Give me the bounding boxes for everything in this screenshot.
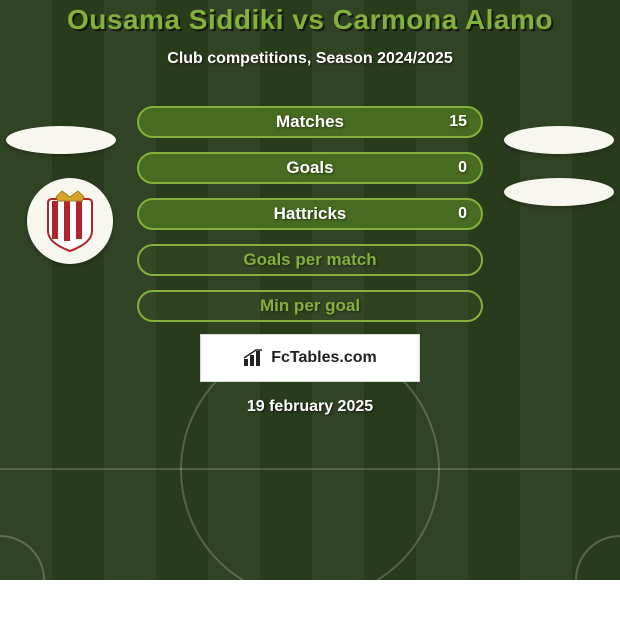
stat-label: Min per goal bbox=[260, 296, 360, 316]
stat-row: Goals 0 bbox=[137, 152, 483, 184]
stat-label: Hattricks bbox=[274, 204, 347, 224]
stat-label: Goals per match bbox=[243, 250, 376, 270]
stat-row: Hattricks 0 bbox=[137, 198, 483, 230]
stat-value-right: 0 bbox=[458, 205, 467, 223]
stats-block: Matches 15 Goals 0 Hattricks 0 Goals per match… bbox=[0, 106, 620, 322]
bar-chart-icon bbox=[243, 349, 265, 367]
stat-label: Goals bbox=[286, 158, 333, 178]
stat-value-right: 15 bbox=[449, 113, 467, 131]
page-title: Ousama Siddiki vs Carmona Alamo bbox=[67, 4, 553, 36]
stat-row: Goals per match bbox=[137, 244, 483, 276]
season-subtitle: Club competitions, Season 2024/2025 bbox=[167, 50, 452, 68]
stat-row: Matches 15 bbox=[137, 106, 483, 138]
stat-row: Min per goal bbox=[137, 290, 483, 322]
datestamp: 19 february 2025 bbox=[247, 398, 373, 416]
stat-label: Matches bbox=[276, 112, 344, 132]
brand-badge: FcTables.com bbox=[200, 334, 420, 382]
brand-text: FcTables.com bbox=[271, 349, 377, 367]
stat-value-right: 0 bbox=[458, 159, 467, 177]
